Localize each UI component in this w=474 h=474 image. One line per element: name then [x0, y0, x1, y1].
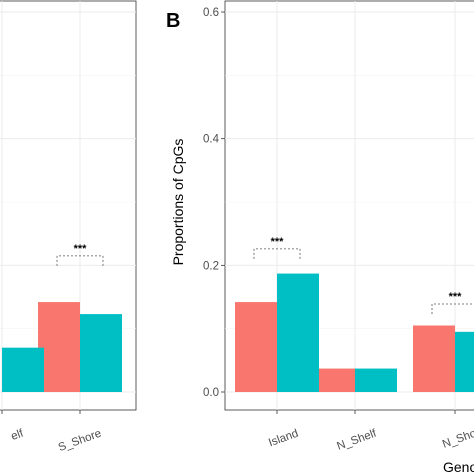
panel-b-y-tick-label: 0.0 — [203, 387, 219, 399]
panel-b-bar — [235, 302, 277, 392]
panel-b-bar — [277, 273, 319, 392]
panel-a-bar — [80, 314, 122, 392]
panel-b-y-tick-label: 0.6 — [203, 7, 219, 19]
panel-b-y-tick-label: 0.2 — [203, 260, 219, 272]
panel-a-chart: *** elf S_Shore — [0, 0, 137, 455]
panel-b-y-axis-title: Proportions of CpGs — [170, 139, 186, 266]
panel-a-significance-bracket — [56, 255, 104, 266]
panel-a-x-tick-label: S_Shore — [57, 428, 103, 455]
panel-b-significance-bracket — [253, 248, 301, 259]
panel-b-x-tick-label: N_Shelf — [335, 427, 378, 453]
panel-b-y-tick-label: 0.4 — [203, 134, 220, 146]
panel-b-bar — [355, 368, 397, 392]
panel-b-significance-label: *** — [449, 291, 463, 303]
panel-b-bar — [313, 368, 355, 392]
panel-b-x-tick-label: N_Sho — [441, 428, 474, 451]
panel-b-significance-bracket — [431, 303, 474, 314]
panel-b-chart: *** *** 0.0 0.2 0.4 0.6 Island N_Shelf N_Sho — [203, 0, 474, 453]
panel-b-significance-label: *** — [271, 236, 285, 248]
panel-b-bar — [455, 331, 474, 392]
panel-a-bar — [2, 347, 44, 392]
panel-b-x-tick-label: Island — [267, 428, 300, 450]
panel-b-bar — [413, 325, 455, 392]
panel-b-label: B — [166, 10, 180, 32]
panel-a-significance-label: *** — [74, 243, 88, 255]
panel-b-x-axis-title: Geno — [443, 459, 474, 474]
panel-a-bar — [38, 302, 80, 392]
panel-a-x-tick-label: elf — [9, 427, 25, 443]
